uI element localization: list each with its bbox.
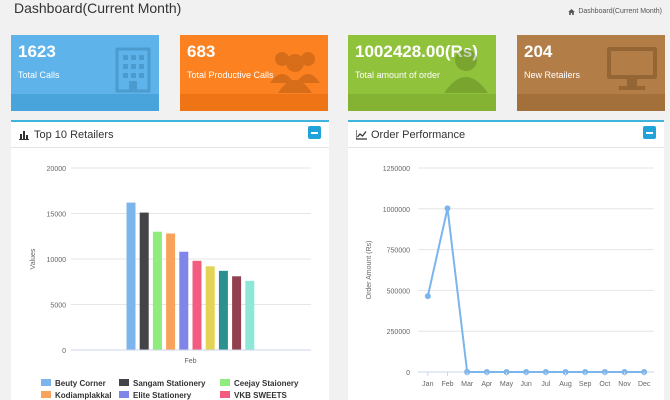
data-point	[444, 205, 451, 212]
panel-header: Top 10 Retailers	[11, 122, 329, 148]
panel-title: Top 10 Retailers	[34, 129, 114, 141]
panel-header: Order Performance	[348, 122, 664, 148]
x-tick-label: Nov	[618, 381, 631, 388]
stat-card-total-amount[interactable]: 1002428.00(Rs) Total amount of order	[348, 35, 496, 111]
stat-value: 204	[524, 42, 553, 61]
user-icon	[444, 49, 488, 93]
top-retailers-chart: 0 5000 10000 15000 20000 Values Feb Beuty Corne…	[30, 166, 311, 400]
x-tick-label: Jan	[422, 381, 433, 388]
series-line	[426, 208, 645, 373]
bar-3	[152, 231, 162, 350]
stat-footer	[11, 94, 159, 111]
building-icon	[115, 47, 151, 93]
page-title: Dashboard(Current Month)	[14, 0, 182, 16]
y-tick-label: 1250000	[383, 166, 410, 173]
x-tick-label: Aug	[559, 381, 572, 388]
stat-footer	[348, 94, 496, 111]
legend-swatch	[119, 391, 129, 398]
stat-label: Total Productive Calls	[187, 70, 274, 80]
collapse-button[interactable]	[308, 126, 321, 139]
bar-4	[166, 233, 176, 350]
data-point	[424, 293, 431, 300]
stat-footer	[517, 94, 665, 111]
stat-value: 683	[187, 42, 216, 61]
y-tick-label: 5000	[50, 303, 66, 310]
bar-5	[179, 251, 189, 350]
x-tick-label: Jul	[541, 381, 550, 388]
y-tick-label: 500000	[387, 288, 410, 295]
order-performance-chart: 0 250000 500000 750000 1000000 1250000 Order A…	[366, 166, 654, 388]
order-performance-panel: Order Performance 0 250000 500000 750000 100…	[348, 120, 664, 400]
legend-label: Beuty Corner	[55, 379, 106, 388]
bar-9	[232, 276, 242, 350]
stat-footer	[180, 94, 328, 111]
legend-label: Ceejay Staionery	[234, 379, 299, 388]
y-tick-label: 20000	[47, 166, 67, 173]
stat-value: 1002428.00(Rs)	[355, 42, 478, 61]
legend-label: Sangam Stationery	[133, 379, 206, 388]
x-tick-label: May	[500, 381, 514, 388]
breadcrumb[interactable]: Dashboard(Current Month)	[568, 8, 662, 15]
stat-label: Total amount of order	[355, 70, 441, 80]
stat-value: 1623	[18, 42, 56, 61]
x-tick-label: Apr	[481, 381, 493, 388]
x-tick-label: Dec	[638, 381, 651, 388]
x-tick-label: Oct	[599, 381, 610, 388]
legend-swatch	[119, 379, 129, 386]
y-tick-label: 10000	[47, 257, 67, 264]
stat-card-total-calls[interactable]: 1623 Total Calls	[11, 35, 159, 111]
legend-label: Elite Stationery	[133, 391, 192, 400]
x-tick-label: Feb	[184, 358, 196, 365]
bar-2	[139, 212, 149, 350]
legend-swatch	[220, 391, 230, 398]
y-tick-label: 1000000	[383, 207, 410, 214]
stat-card-productive-calls[interactable]: 683 Total Productive Calls	[180, 35, 328, 111]
bar-8	[218, 270, 228, 350]
legend-swatch	[41, 379, 51, 386]
bar-7	[205, 266, 215, 350]
page-header: Dashboard(Current Month) Dashboard(Curre…	[0, 0, 670, 22]
monitor-icon	[607, 47, 657, 90]
bar-10	[245, 280, 255, 350]
y-tick-label: 250000	[387, 329, 410, 336]
bar-1	[126, 202, 136, 350]
legend-label: VKB SWEETS	[234, 391, 288, 400]
legend-swatch	[220, 379, 230, 386]
y-axis-label: Values	[30, 248, 37, 269]
bar-6	[192, 260, 202, 350]
x-tick-label: Jun	[521, 381, 532, 388]
collapse-button[interactable]	[643, 126, 656, 139]
stat-card-new-retailers[interactable]: 204 New Retailers	[517, 35, 665, 111]
breadcrumb-label: Dashboard(Current Month)	[578, 8, 662, 15]
y-tick-label: 750000	[387, 248, 410, 255]
stat-label: New Retailers	[524, 70, 581, 80]
group-icon	[270, 52, 320, 93]
home-icon	[568, 8, 576, 15]
top-retailers-panel: Top 10 Retailers 0 5000 10000 15000 20000 Val…	[11, 120, 329, 400]
panel-title: Order Performance	[371, 129, 466, 141]
y-tick-label: 0	[62, 348, 66, 355]
x-tick-label: Sep	[579, 381, 592, 388]
y-tick-label: 15000	[47, 212, 67, 219]
x-tick-label: Mar	[461, 381, 474, 388]
legend-swatch	[41, 391, 51, 398]
legend-label: Kodiamplakkal	[55, 391, 111, 400]
line-chart-icon	[356, 130, 367, 140]
bar-chart-icon	[19, 131, 29, 140]
y-tick-label: 0	[406, 370, 410, 377]
y-axis-label: Order Amount (Rs)	[366, 241, 373, 300]
x-tick-label: Feb	[441, 381, 453, 388]
stat-label: Total Calls	[18, 70, 60, 80]
